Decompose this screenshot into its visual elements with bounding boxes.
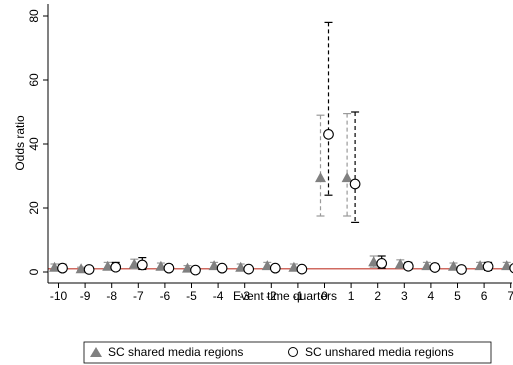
circle-marker bbox=[323, 129, 334, 140]
circle-marker bbox=[349, 178, 361, 190]
x-tick-label: 2 bbox=[374, 289, 381, 303]
circle-marker bbox=[243, 263, 255, 275]
circle-marker bbox=[190, 264, 201, 276]
x-tick-label: -9 bbox=[80, 289, 91, 303]
circle-marker bbox=[296, 263, 308, 275]
y-tick-label: 20 bbox=[27, 201, 41, 215]
x-tick-label: -2 bbox=[266, 289, 277, 303]
circle-marker bbox=[110, 261, 122, 273]
triangle-marker bbox=[448, 260, 459, 271]
x-tick-label: -8 bbox=[106, 289, 117, 303]
y-tick-label: 80 bbox=[27, 9, 41, 23]
legend-label-shared: SC shared media regions bbox=[108, 345, 243, 359]
circle-marker bbox=[83, 264, 95, 275]
x-tick-label: 5 bbox=[454, 289, 461, 303]
triangle-marker bbox=[75, 263, 87, 274]
y-tick-label: 0 bbox=[27, 268, 41, 275]
triangle-marker bbox=[49, 261, 60, 272]
legend-triangle-marker bbox=[90, 347, 102, 357]
triangle-marker bbox=[128, 258, 140, 269]
circle-marker bbox=[136, 259, 148, 271]
x-axis: -10 -9 -8 -7 -6 -5 -4 -3 -2 -1 0 1 2 3 4 5 6 7 bbox=[48, 282, 513, 303]
x-axis-title: Event time quarters bbox=[233, 289, 337, 303]
circle-marker bbox=[456, 264, 467, 275]
triangle-marker bbox=[102, 260, 114, 271]
legend-label-unshared: SC unshared media regions bbox=[305, 345, 454, 359]
circle-marker bbox=[429, 262, 441, 273]
circle-marker bbox=[163, 262, 175, 274]
x-tick-label: -7 bbox=[133, 289, 144, 303]
x-tick-label: -3 bbox=[239, 289, 250, 303]
x-tick-label: 0 bbox=[321, 289, 328, 303]
triangle-marker bbox=[474, 260, 486, 271]
plot-area bbox=[48, 21, 513, 276]
circle-marker bbox=[509, 263, 513, 274]
x-tick-label: -5 bbox=[186, 289, 197, 303]
x-tick-label: 7 bbox=[507, 289, 513, 303]
x-tick-label: -4 bbox=[213, 289, 224, 303]
triangle-marker bbox=[315, 172, 326, 183]
y-axis: 0 20 40 60 80 bbox=[27, 4, 49, 283]
x-tick-label: -1 bbox=[293, 289, 304, 303]
x-tick-label: -10 bbox=[50, 289, 68, 303]
circle-marker bbox=[402, 260, 414, 272]
circle-marker bbox=[269, 262, 281, 274]
circle-marker bbox=[482, 261, 494, 272]
circle-marker bbox=[57, 262, 68, 274]
y-tick-label: 60 bbox=[27, 73, 41, 87]
legend-circle-marker bbox=[288, 347, 298, 357]
y-tick-label: 40 bbox=[27, 137, 41, 151]
x-tick-label: 4 bbox=[428, 289, 435, 303]
legend-box bbox=[83, 341, 492, 364]
x-tick-label: 6 bbox=[481, 289, 488, 303]
x-tick-label: -6 bbox=[160, 289, 171, 303]
legend: SC shared media regions SC unshared medi… bbox=[83, 341, 492, 364]
circle-marker bbox=[216, 262, 228, 274]
triangle-marker bbox=[341, 172, 353, 183]
circle-marker bbox=[376, 258, 388, 269]
x-tick-label: 1 bbox=[348, 289, 355, 303]
y-axis-title: Odds ratio bbox=[13, 115, 27, 171]
x-tick-label: 3 bbox=[401, 289, 408, 303]
